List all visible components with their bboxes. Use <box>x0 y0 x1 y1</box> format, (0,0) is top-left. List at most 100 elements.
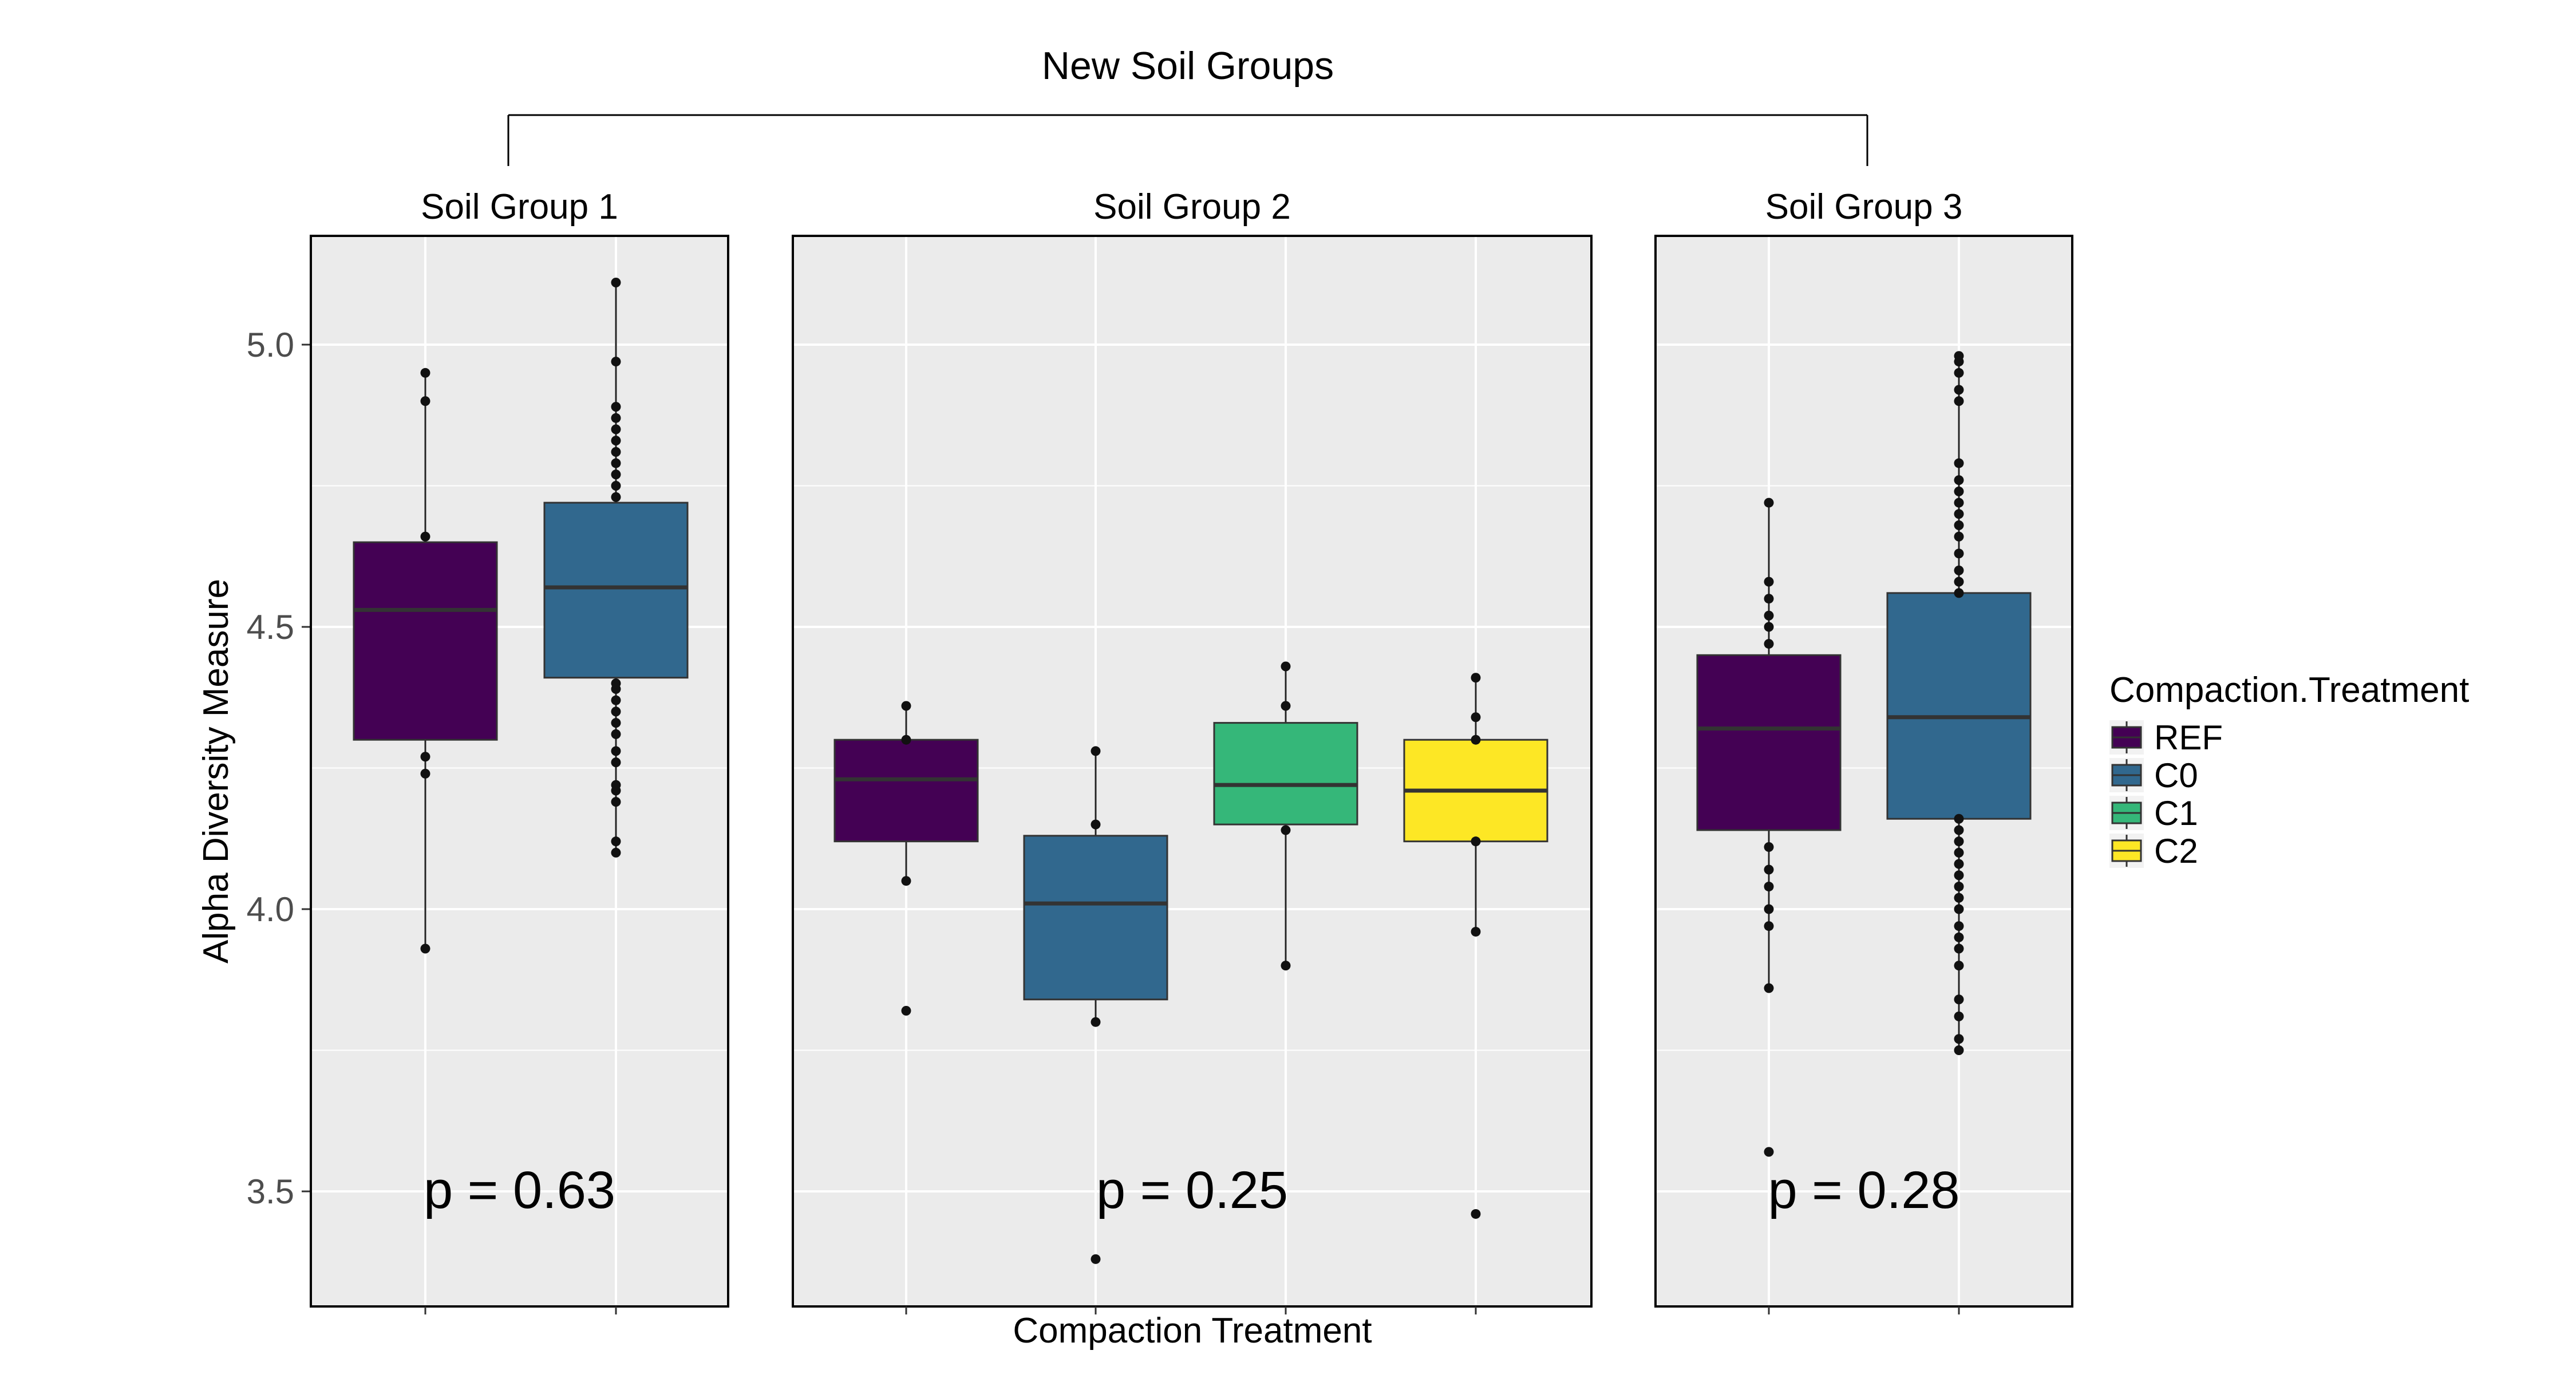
y-tick-label: 3.5 <box>247 1172 294 1211</box>
box-body <box>353 541 498 741</box>
box-c2 <box>1403 673 1548 1219</box>
data-point <box>611 401 621 412</box>
data-point <box>611 780 621 790</box>
data-point <box>1764 983 1774 993</box>
panel-border <box>310 235 729 1308</box>
data-point <box>1954 994 1964 1005</box>
data-point <box>1954 351 1964 361</box>
facet-panel: Soil Group 3 p = 0.28 <box>1654 187 2073 1314</box>
box-body <box>1696 654 1842 831</box>
data-point <box>1954 486 1964 496</box>
panel-border <box>1654 235 2073 1308</box>
data-point <box>420 396 430 406</box>
box-ref <box>833 701 979 1016</box>
data-point <box>420 768 430 779</box>
data-point <box>611 706 621 717</box>
data-point <box>1471 836 1481 847</box>
data-point <box>1954 1034 1964 1044</box>
data-point <box>1471 926 1481 937</box>
data-point <box>611 458 621 468</box>
x-axis-title: Compaction Treatment <box>1013 1311 1372 1351</box>
panels: Soil Group 1 p = 0.63 Soil Group 2 p = 0.25… <box>310 187 2073 1314</box>
data-point <box>1764 882 1774 892</box>
legend-label: REF <box>2154 718 2223 757</box>
data-point <box>1954 1011 1964 1021</box>
p-value-label: p = 0.25 <box>1096 1161 1288 1219</box>
legend-label: C2 <box>2154 832 2198 870</box>
data-point <box>1281 961 1291 971</box>
data-point <box>1471 712 1481 722</box>
data-point <box>1954 859 1964 869</box>
data-point <box>611 695 621 705</box>
y-tick-label: 4.5 <box>247 608 294 646</box>
data-point <box>611 447 621 457</box>
data-point <box>1764 864 1774 875</box>
legend-entry-ref: REF <box>2109 718 2223 757</box>
box-ref <box>353 368 498 954</box>
data-point <box>1764 622 1774 632</box>
data-point <box>1764 610 1774 621</box>
data-point <box>1764 577 1774 587</box>
data-point <box>611 278 621 288</box>
data-point <box>1954 498 1964 508</box>
data-point <box>901 735 911 745</box>
data-point <box>420 368 430 378</box>
data-point <box>1091 746 1101 756</box>
legend-entry-c2: C2 <box>2109 832 2198 870</box>
data-point <box>1471 735 1481 745</box>
box-c0 <box>1023 746 1168 1264</box>
data-point <box>1471 673 1481 683</box>
data-point <box>611 357 621 367</box>
box-body <box>543 502 689 679</box>
data-point <box>1764 904 1774 914</box>
super-title: New Soil Groups <box>1042 44 1334 88</box>
data-point <box>1954 385 1964 395</box>
data-point <box>1954 475 1964 485</box>
y-axis-title: Alpha Diversity Measure <box>196 579 236 964</box>
panel-border <box>792 235 1593 1308</box>
data-point <box>611 729 621 739</box>
legend-entry-c0: C0 <box>2109 756 2198 795</box>
data-point <box>1764 498 1774 508</box>
panel-title: Soil Group 2 <box>1093 187 1291 227</box>
data-point <box>611 492 621 502</box>
data-point <box>1764 921 1774 931</box>
data-point <box>1281 661 1291 672</box>
data-point <box>1954 577 1964 587</box>
super-bracket <box>507 114 1868 166</box>
data-point <box>1471 1209 1481 1219</box>
data-point <box>1764 594 1774 604</box>
data-point <box>611 469 621 480</box>
p-value-label: p = 0.28 <box>1768 1161 1959 1219</box>
data-point <box>1954 458 1964 468</box>
data-point <box>611 718 621 728</box>
box-c0 <box>543 278 689 858</box>
data-point <box>1954 921 1964 931</box>
box-body <box>833 739 979 843</box>
data-point <box>1954 520 1964 531</box>
data-point <box>1954 396 1964 406</box>
data-point <box>1954 836 1964 847</box>
data-point <box>1954 847 1964 858</box>
y-tick-labels: 3.5 4.0 4.5 5.0 <box>247 326 311 1211</box>
data-point <box>611 678 621 689</box>
data-point <box>611 797 621 807</box>
data-point <box>1954 531 1964 542</box>
data-point <box>1954 565 1964 575</box>
legend-entry-c1: C1 <box>2109 794 2198 832</box>
data-point <box>1954 588 1964 598</box>
data-point <box>420 531 430 542</box>
data-point <box>1954 932 1964 942</box>
data-point <box>1954 1045 1964 1055</box>
data-point <box>611 424 621 435</box>
box-body <box>1023 835 1168 1001</box>
data-point <box>901 876 911 886</box>
data-point <box>1091 819 1101 830</box>
data-point <box>611 413 621 423</box>
data-point <box>611 481 621 491</box>
data-point <box>420 752 430 762</box>
data-point <box>1281 701 1291 711</box>
panel-title: Soil Group 1 <box>421 187 618 227</box>
